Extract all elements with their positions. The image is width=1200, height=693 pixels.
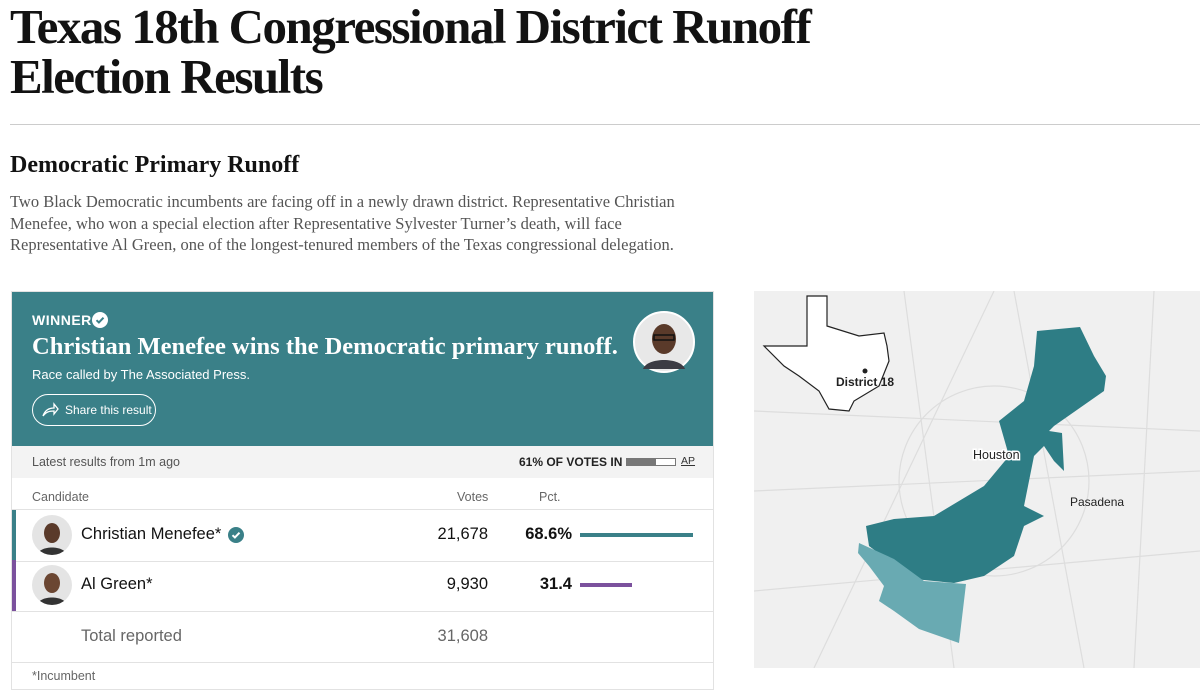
candidate-pct: 31.4 (539, 575, 572, 593)
section-title: Democratic Primary Runoff (10, 152, 300, 178)
pct-bar (580, 533, 694, 537)
share-label: Share this result (65, 403, 152, 417)
results-card: WINNER Christian Menefee wins the Democr… (11, 291, 714, 690)
candidate-name: Christian Menefee* (81, 525, 222, 543)
candidate-name: Al Green* (81, 575, 153, 593)
total-label: Total reported (81, 627, 182, 645)
votes-in-track (626, 458, 676, 466)
winner-headline: Christian Menefee wins the Democratic pr… (32, 333, 618, 360)
winner-banner: WINNER Christian Menefee wins the Democr… (12, 292, 713, 446)
face (37, 573, 67, 605)
face (37, 523, 67, 555)
page-title: Texas 18th Congressional District Runoff… (10, 2, 910, 102)
column-header: Pct. (539, 490, 561, 504)
district-map: District 18 Houston Pasadena (754, 291, 1200, 668)
share-icon (42, 402, 59, 417)
map-label: Houston (973, 448, 1020, 462)
source-link[interactable]: AP (681, 455, 696, 467)
candidate-row: Christian Menefee* 21,678 68.6% (12, 509, 713, 562)
title-line: Election Results (10, 49, 324, 104)
candidate-photo (32, 515, 72, 555)
pct-bar (580, 583, 632, 587)
total-votes: 31,608 (437, 627, 488, 645)
candidate-photo (32, 565, 72, 605)
votes-in-label: 61% OF VOTES IN (519, 455, 623, 469)
candidate-votes: 9,930 (446, 575, 488, 593)
section-description: Two Black Democratic incumbents are faci… (10, 192, 675, 254)
footnote: *Incumbent (32, 669, 96, 683)
party-stripe (12, 560, 16, 611)
column-header: Votes (457, 490, 489, 504)
latest-update: Latest results from 1m ago (32, 455, 180, 469)
check-icon (92, 312, 108, 328)
status-bar: Latest results from 1m ago 61% OF VOTES … (12, 446, 713, 478)
candidate-votes: 21,678 (437, 525, 488, 543)
map-label: Pasadena (1070, 495, 1124, 509)
share-button[interactable]: Share this result (32, 394, 156, 426)
total-row: Total reported 31,608 (12, 611, 713, 663)
party-stripe (12, 510, 16, 561)
candidate-pct: 68.6% (525, 525, 572, 543)
title-line: Texas 18th Congressional District Runoff (10, 0, 812, 54)
map-label: District 18 (836, 375, 894, 389)
column-header: Candidate (32, 490, 89, 504)
divider (10, 124, 1200, 125)
winner-check (228, 527, 244, 548)
candidate-row: Al Green* 9,930 31.4 (12, 560, 713, 612)
called-by: Race called by The Associated Press. (32, 367, 250, 382)
votes-in-bar (627, 459, 657, 465)
winner-label: WINNER (32, 312, 92, 328)
winner-photo (633, 311, 695, 373)
check-icon (228, 527, 244, 543)
